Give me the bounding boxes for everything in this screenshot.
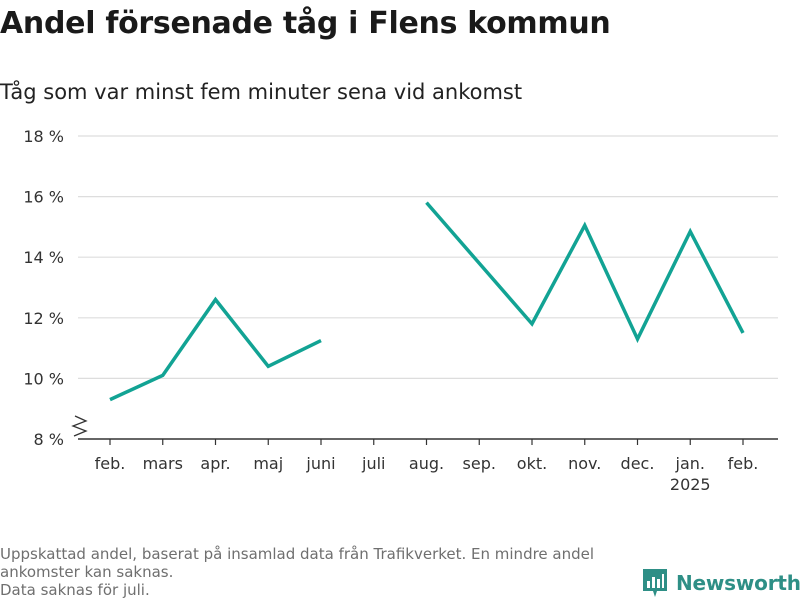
footnote-source: Uppskattad andel, baserat på insamlad da…	[0, 545, 595, 581]
x-tick-label: dec.	[621, 454, 655, 473]
x-tick-sublabel: 2025	[670, 475, 711, 494]
x-tick-label: mars	[143, 454, 183, 473]
footnote-missing-data: Data saknas för juli.	[0, 581, 150, 599]
x-tick-label: apr.	[200, 454, 230, 473]
x-tick-label: juli	[361, 454, 385, 473]
x-tick-label: okt.	[517, 454, 547, 473]
y-tick-label: 12 %	[23, 309, 64, 328]
newsworthy-logo-text: Newsworthy	[676, 571, 800, 595]
x-tick-label: feb.	[728, 454, 759, 473]
newsworthy-logo-icon	[643, 569, 667, 597]
newsworthy-logo[interactable]: Newsworthy	[642, 568, 800, 598]
footnote: Uppskattad andel, baserat på insamlad da…	[0, 545, 640, 599]
y-tick-label: 18 %	[23, 127, 64, 146]
y-tick-label: 10 %	[23, 369, 64, 388]
line-chart: 8 % 10 % 12 % 14 % 16 % 18 % feb. mars apr. maj ju…	[23, 127, 778, 494]
y-tick-label: 14 %	[23, 248, 64, 267]
x-tick-label: jan.	[675, 454, 705, 473]
chart-subtitle: Tåg som var minst fem minuter sena vid a…	[0, 80, 523, 104]
x-tick-label: juni	[305, 454, 335, 473]
y-axis-break-icon	[71, 415, 88, 437]
y-tick-label: 16 %	[23, 188, 64, 207]
series-line	[109, 296, 322, 402]
x-tick-label: maj	[253, 454, 283, 473]
x-tick-label: sep.	[463, 454, 496, 473]
x-tick-label: aug.	[409, 454, 444, 473]
series-line	[425, 201, 745, 344]
y-tick-label: 8 %	[34, 430, 64, 449]
chart-title: Andel försenade tåg i Flens kommun	[0, 6, 611, 41]
x-tick-label: nov.	[568, 454, 601, 473]
x-tick-label: feb.	[95, 454, 126, 473]
